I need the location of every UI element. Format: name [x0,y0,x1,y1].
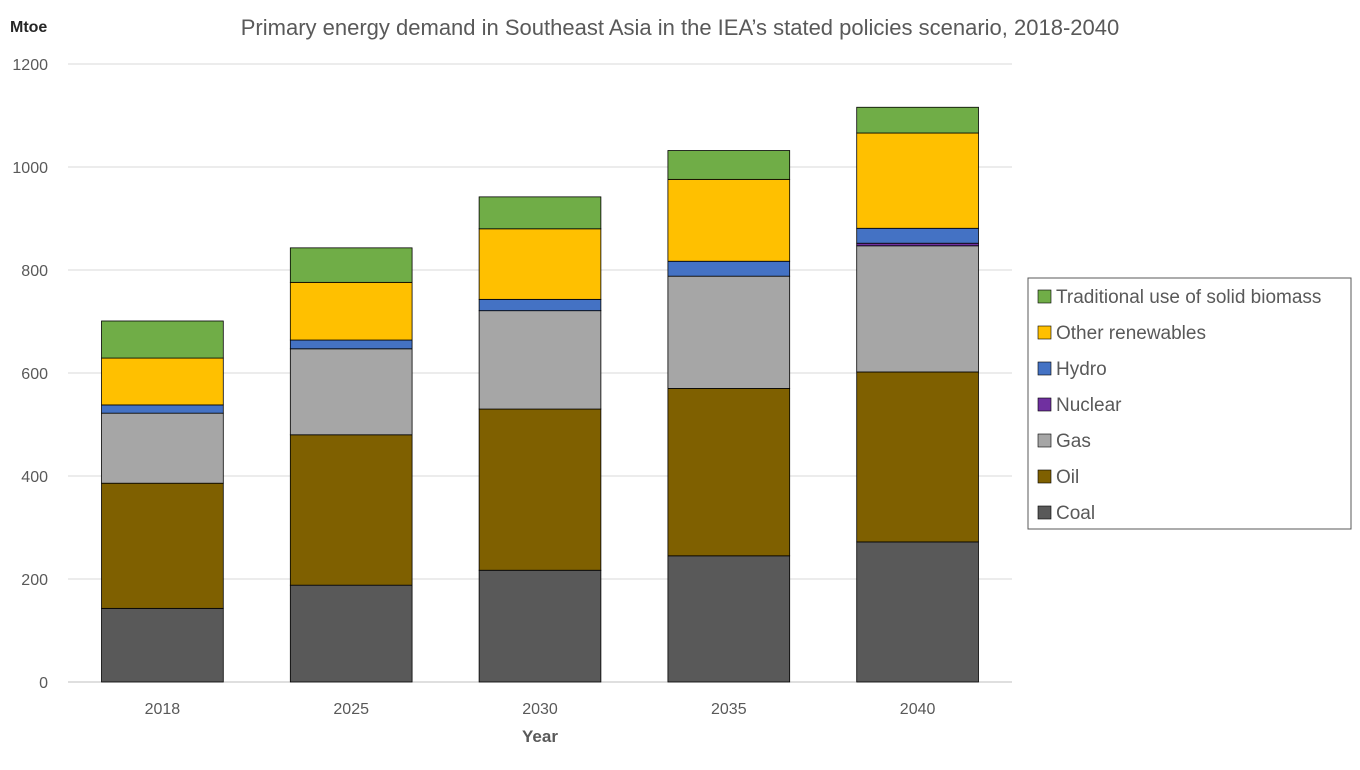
x-tick-label: 2040 [900,701,936,718]
bar-segment [101,482,224,609]
legend-swatch [1037,361,1052,376]
y-tick-label: 1200 [12,57,48,74]
bar-segment [289,584,413,683]
legend-swatch [1037,505,1052,520]
x-tick-label: 2025 [333,701,369,718]
legend-label: Oil [1056,467,1079,488]
bar-segment [289,339,413,350]
bar-segment [101,357,224,406]
bar-segment [667,388,791,557]
bar-segment [856,541,979,683]
y-tick-label: 200 [21,572,48,589]
bar-segment [478,196,602,230]
bar-segment [478,408,602,571]
bar-segment [856,371,979,543]
bar-segment [667,150,791,180]
x-axis-label: Year [522,727,558,746]
legend-label: Other renewables [1056,323,1206,344]
y-tick-labels: 0 200 400 600 800 1000 1200 [12,57,48,692]
chart-title: Primary energy demand in Southeast Asia … [241,15,1119,40]
legend-label: Nuclear [1056,395,1122,416]
legend: Traditional use of solid biomass Other re… [1027,277,1352,530]
bar-segment [289,434,413,586]
bar-segment [856,106,979,134]
x-tick-labels: 2018 2025 2030 2035 2040 [145,701,936,718]
x-tick-label: 2018 [145,701,181,718]
legend-frame [1027,277,1352,530]
legend-label: Gas [1056,431,1091,452]
bar-segment [667,275,791,389]
bar-segment [289,348,413,436]
legend-swatch [1037,325,1052,340]
bar-segment [101,607,224,683]
bar-segment [478,228,602,300]
legend-swatch [1037,289,1052,304]
legend-swatch [1037,397,1052,412]
legend-label: Coal [1056,503,1095,524]
y-tick-label: 600 [21,366,48,383]
bar-segment [101,412,224,484]
y-tick-label: 0 [39,675,48,692]
bar-segment [101,320,224,359]
bar-segment [289,281,413,341]
x-tick-label: 2035 [711,701,747,718]
bars [101,106,979,683]
y-tick-label: 800 [21,263,48,280]
bar-segment [478,310,602,410]
bar-segment [478,569,602,683]
y-tick-label: 400 [21,469,48,486]
bar-segment [478,298,602,312]
bar-segment [101,404,224,414]
bar-segment [667,260,791,277]
legend-swatch [1037,469,1052,484]
bar-segment [289,247,413,283]
bar-segment [856,132,979,229]
bar-segment [856,227,979,244]
y-axis-label: Mtoe [10,19,47,36]
bar-segment [856,245,979,373]
legend-label: Hydro [1056,359,1107,380]
legend-swatch [1037,433,1052,448]
y-tick-label: 1000 [12,160,48,177]
legend-label: Traditional use of solid biomass [1056,287,1321,308]
bar-segment [667,178,791,262]
x-tick-label: 2030 [522,701,558,718]
bar-segment [667,555,791,683]
